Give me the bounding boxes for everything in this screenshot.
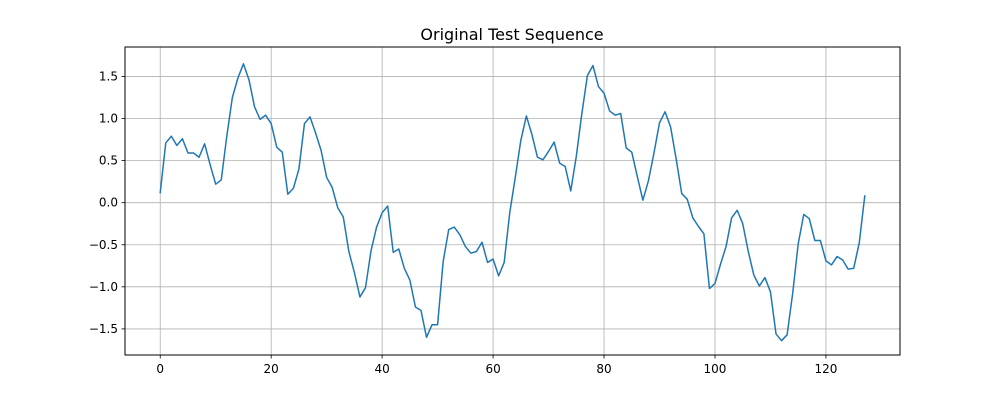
series-layer xyxy=(159,63,866,342)
y-tick-label: 0.0 xyxy=(99,196,118,210)
x-tick-label: 60 xyxy=(485,362,500,376)
y-tick-label: 1.5 xyxy=(99,69,118,83)
y-tick-label: −0.5 xyxy=(89,238,118,252)
plot-frame xyxy=(124,46,901,356)
x-tick-label: 20 xyxy=(264,362,279,376)
grid-lines xyxy=(125,47,900,355)
x-tick-label: 40 xyxy=(374,362,389,376)
y-tick-label: −1.5 xyxy=(89,322,118,336)
x-tick-label: 80 xyxy=(596,362,611,376)
chart-title: Original Test Sequence xyxy=(420,25,603,44)
x-axis: 0 20 40 60 80 100 120 xyxy=(156,355,837,376)
y-tick-label: −1.0 xyxy=(89,280,118,294)
series-line-0 xyxy=(159,63,866,342)
y-tick-label: 0.5 xyxy=(99,154,118,168)
x-tick-label: 0 xyxy=(156,362,164,376)
y-axis: −1.5 −1.0 −0.5 0.0 0.5 1.0 1.5 xyxy=(89,69,125,336)
y-tick-label: 1.0 xyxy=(99,112,118,126)
x-tick-label: 120 xyxy=(814,362,837,376)
x-tick-label: 100 xyxy=(704,362,727,376)
